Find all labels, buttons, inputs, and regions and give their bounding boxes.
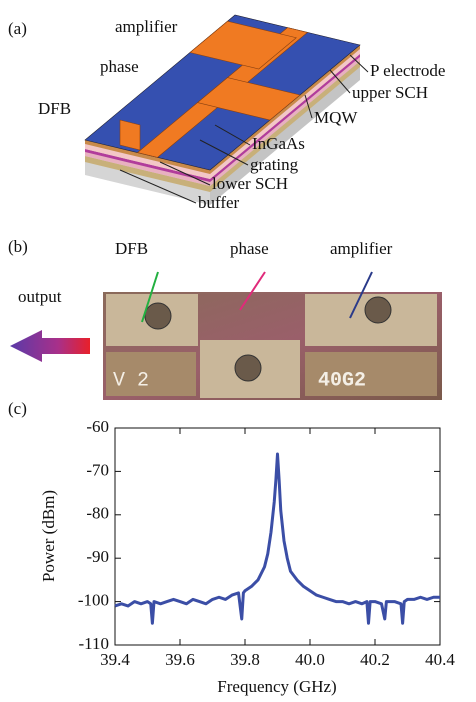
annotation: buffer [198,193,240,212]
annotation: DFB [38,99,71,118]
annotation: phase [230,239,269,258]
annotation: InGaAs [252,134,305,153]
annotation: amplifier [115,17,178,36]
chip-text: 40G2 [318,369,366,392]
y-axis-title: Power (dBm) [39,490,58,582]
y-tick-label: -110 [78,634,109,653]
annotation: P electrode [370,61,445,80]
panel-label: (b) [8,237,28,256]
output-arrow [10,330,90,362]
spectrum-line [115,454,440,623]
chip-text: V 2 [113,369,149,392]
chip-photo [103,272,442,400]
x-tick-label: 39.6 [165,650,195,669]
x-axis-title: Frequency (GHz) [217,677,336,696]
annotation: amplifier [330,239,393,258]
panel-label: (c) [8,399,27,418]
y-tick-label: -60 [86,417,109,436]
annotation: upper SCH [352,83,428,102]
annotation: MQW [314,108,358,127]
panel-label: (a) [8,19,27,38]
x-tick-label: 39.8 [230,650,260,669]
y-tick-label: -80 [86,504,109,523]
annotation: lower SCH [212,174,288,193]
x-tick-label: 40.0 [295,650,325,669]
y-tick-label: -90 [86,547,109,566]
annotation: output [18,287,62,306]
y-tick-label: -100 [78,591,109,610]
annotation: grating [250,155,299,174]
x-tick-label: 40.4 [425,650,455,669]
x-tick-label: 40.2 [360,650,390,669]
annotation: DFB [115,239,148,258]
figure: (a) amplifier phase DFB P electrode uppe… [0,0,476,702]
annotation: phase [100,57,139,76]
y-tick-label: -70 [86,460,109,479]
